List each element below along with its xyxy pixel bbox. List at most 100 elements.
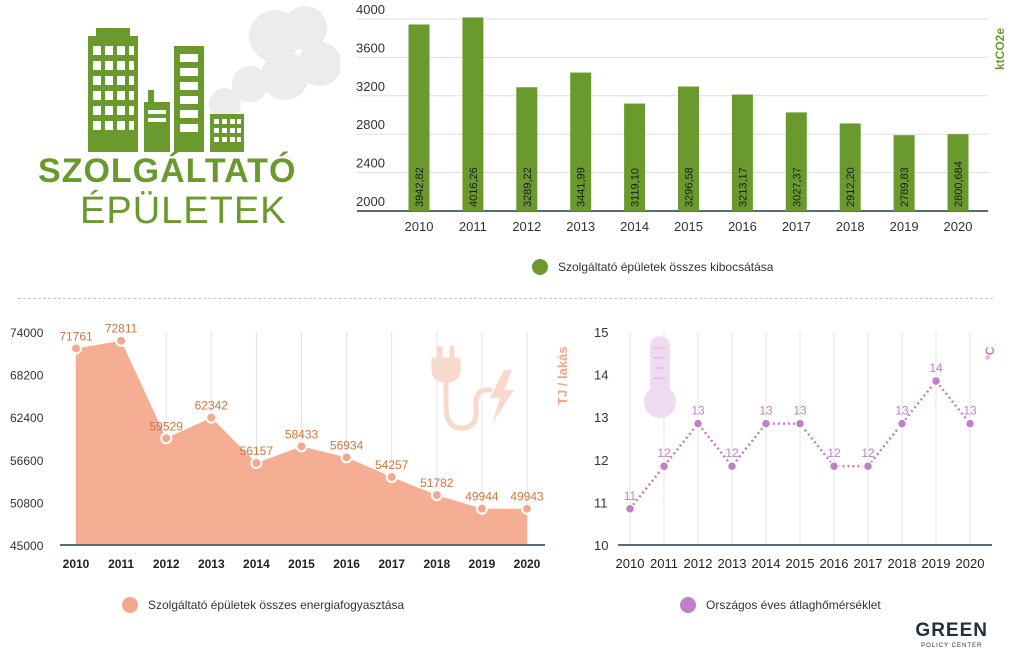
data-point: [862, 460, 874, 472]
data-label: 12: [657, 446, 671, 460]
y-tick-label: 15: [594, 325, 608, 340]
y-tick-label: 12: [594, 453, 608, 468]
brand-subtitle: POLICY CENTER: [921, 643, 983, 649]
x-tick-label: 2015: [674, 219, 703, 234]
data-label: 49944: [465, 490, 499, 504]
emissions-bar-chart: 2000 2400 2800 3200 3600 4000 3942,82 2010 4016,…: [356, 2, 1007, 234]
bar: [731, 94, 753, 211]
data-label: 71761: [59, 329, 93, 343]
energy-legend-label: Szolgáltató épületek összes energiafogya…: [148, 598, 405, 612]
bar: [624, 103, 646, 211]
y-tick-label: 2800: [356, 117, 385, 132]
data-point: [430, 489, 443, 502]
data-point: [250, 457, 263, 470]
y-tick-label: 11: [594, 495, 608, 510]
x-tick-label: 2019: [890, 219, 919, 234]
x-tick-label: 2020: [944, 219, 973, 234]
y-axis-unit-label: ktCO2e: [993, 28, 1007, 70]
data-point: [521, 502, 533, 515]
data-point: [692, 418, 704, 429]
energy-legend-swatch: [122, 597, 138, 613]
y-tick-label: 2400: [356, 156, 385, 171]
bar-value-label: 3942,82: [414, 167, 426, 207]
data-label: 56157: [240, 444, 274, 458]
temperature-legend-swatch: [680, 597, 696, 613]
x-tick-label: 2015: [288, 557, 315, 571]
x-tick-label: 2015: [786, 556, 815, 571]
x-tick-label: 2014: [620, 219, 649, 234]
x-tick-label: 2013: [198, 557, 225, 571]
data-label: 12: [861, 446, 875, 460]
y-tick-label: 2000: [356, 194, 385, 209]
x-tick-label: 2011: [108, 557, 134, 571]
bar: [893, 135, 915, 211]
y-tick-label: 56600: [10, 454, 44, 468]
energy-legend: Szolgáltató épületek összes energiafogya…: [122, 597, 404, 613]
x-tick-label: 2017: [782, 219, 811, 234]
energy-area-chart: 45000 50800 56600 62400 68200 74000 71761 2010 7…: [10, 322, 570, 571]
data-point: [828, 460, 840, 472]
data-label: 13: [963, 404, 977, 418]
emissions-legend-label: Szolgáltató épületek összes kibocsátása: [558, 260, 774, 274]
data-point: [964, 418, 976, 429]
data-label: 13: [759, 404, 773, 418]
x-tick-label: 2017: [378, 557, 405, 571]
data-point: [160, 432, 173, 445]
thermometer-icon: [644, 336, 676, 418]
data-point: [340, 451, 353, 464]
y-axis-unit-label: TJ / lakás: [555, 346, 570, 405]
emissions-legend: Szolgáltató épületek összes kibocsátása: [532, 259, 773, 275]
data-label: 12: [725, 446, 739, 460]
x-tick-label: 2014: [243, 557, 270, 571]
x-tick-label: 2012: [153, 557, 180, 571]
data-label: 72811: [105, 322, 138, 336]
data-label: 49943: [510, 490, 544, 504]
temperature-legend-label: Országos éves átlaghőmérséklet: [706, 598, 881, 612]
section-divider: [18, 298, 993, 299]
y-tick-label: 3200: [356, 79, 385, 94]
y-tick-label: 45000: [10, 539, 44, 553]
x-tick-label: 2012: [684, 556, 713, 571]
data-point: [475, 502, 488, 515]
bar: [516, 87, 538, 211]
x-tick-label: 2018: [423, 557, 450, 571]
data-label: 54257: [375, 458, 409, 472]
x-tick-label: 2010: [63, 557, 90, 571]
x-tick-label: 2014: [752, 556, 781, 571]
data-point: [658, 460, 670, 472]
bar: [408, 24, 430, 211]
bar-value-label: 2789,83: [899, 167, 911, 207]
y-tick-label: 14: [594, 368, 608, 383]
data-label: 13: [793, 404, 807, 418]
brand-name: GREEN: [915, 620, 988, 641]
emissions-legend-swatch: [532, 259, 548, 275]
data-point: [726, 460, 738, 472]
temperature-legend: Országos éves átlaghőmérséklet: [680, 597, 881, 613]
y-tick-label: 74000: [10, 326, 44, 340]
data-label: 13: [691, 404, 705, 418]
temperature-line: [629, 378, 971, 510]
bar: [947, 134, 969, 211]
city-buildings-icon: [88, 6, 340, 152]
data-point: [70, 342, 82, 355]
data-label: 58433: [285, 427, 319, 441]
data-point: [115, 334, 128, 347]
data-point: [385, 471, 398, 484]
bar-value-label: 4016,26: [468, 167, 480, 207]
y-tick-label: 3600: [356, 40, 385, 55]
power-plug-icon: [431, 345, 514, 431]
x-tick-label: 2013: [566, 219, 595, 234]
bar-value-label: 3296,58: [684, 167, 696, 207]
y-tick-label: 4000: [356, 2, 385, 17]
bar: [462, 17, 484, 211]
data-label: 11: [624, 489, 637, 503]
data-label: 13: [895, 404, 909, 418]
bar-value-label: 3289,22: [522, 167, 534, 207]
bar-value-label: 3441,99: [576, 167, 588, 207]
x-tick-label: 2016: [333, 557, 360, 571]
x-tick-label: 2019: [469, 557, 496, 571]
bar-value-label: 2800,684: [953, 161, 965, 207]
data-label: 12: [827, 446, 841, 460]
data-label: 59529: [150, 419, 184, 433]
data-point: [295, 440, 308, 453]
